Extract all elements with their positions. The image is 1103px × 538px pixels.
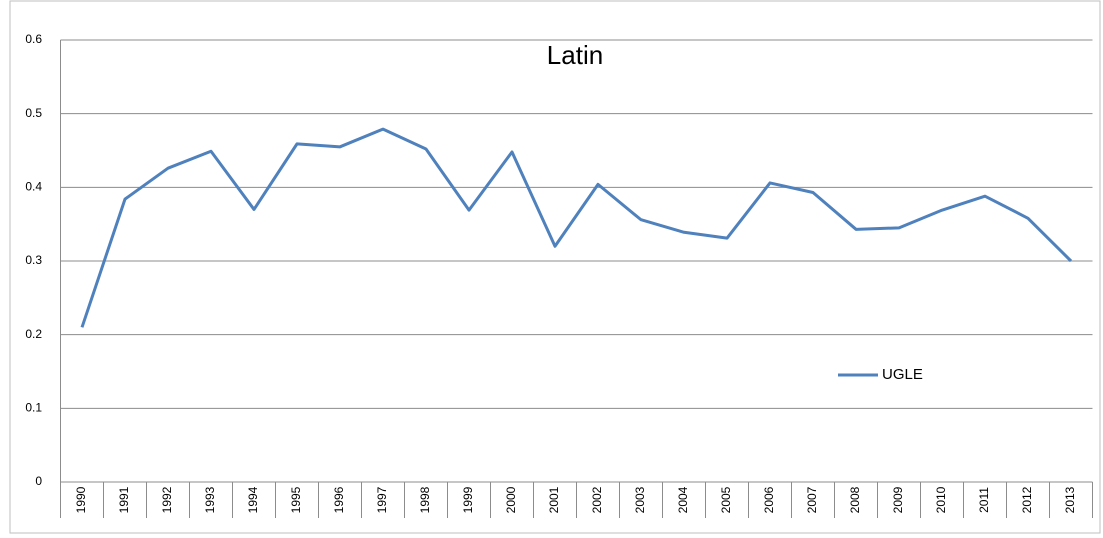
x-tick-label: 2005 (719, 486, 733, 513)
x-tick-label: 2008 (848, 486, 862, 513)
x-tick-label: 2012 (1020, 486, 1034, 513)
line-series (80, 127, 1073, 328)
y-tick-label: 0.6 (25, 32, 42, 46)
x-tick-label: 2006 (762, 486, 776, 513)
y-tick-label: 0 (35, 474, 42, 488)
x-tick-label: 2009 (891, 486, 905, 513)
x-tick-label: 2004 (676, 486, 690, 513)
x-tick-label: 1996 (332, 486, 346, 513)
x-tick-label: 1999 (461, 486, 475, 513)
chart-title: Latin (547, 40, 603, 70)
x-tick-label: 2001 (547, 486, 561, 513)
x-tick-label: 2002 (590, 486, 604, 513)
legend-label: UGLE (882, 366, 923, 383)
y-tick-label: 0.5 (25, 106, 42, 120)
x-tick-label: 1992 (160, 486, 174, 513)
chart-frame (9, 0, 1101, 534)
y-tick-label: 0.4 (25, 180, 42, 194)
x-tick-label: 2010 (934, 486, 948, 513)
y-tick-label: 0.3 (25, 253, 42, 267)
x-tick-label: 2007 (805, 486, 819, 513)
x-tick-label: 2013 (1063, 486, 1077, 513)
x-tick-label: 2011 (977, 487, 991, 513)
y-tick-label: 0.1 (25, 401, 42, 415)
x-tick-label: 1994 (246, 486, 260, 513)
x-tick-label: 2000 (504, 486, 518, 513)
x-tick-label: 1990 (74, 486, 88, 513)
x-tick-label: 1993 (203, 486, 217, 513)
x-tick-label: 1998 (418, 486, 432, 513)
x-tick-label: 1991 (117, 486, 131, 513)
x-tick-label: 1995 (289, 486, 303, 513)
x-tick-label: 2003 (633, 486, 647, 513)
x-tick-label: 1997 (375, 486, 389, 513)
y-tick-label: 0.2 (25, 327, 42, 341)
